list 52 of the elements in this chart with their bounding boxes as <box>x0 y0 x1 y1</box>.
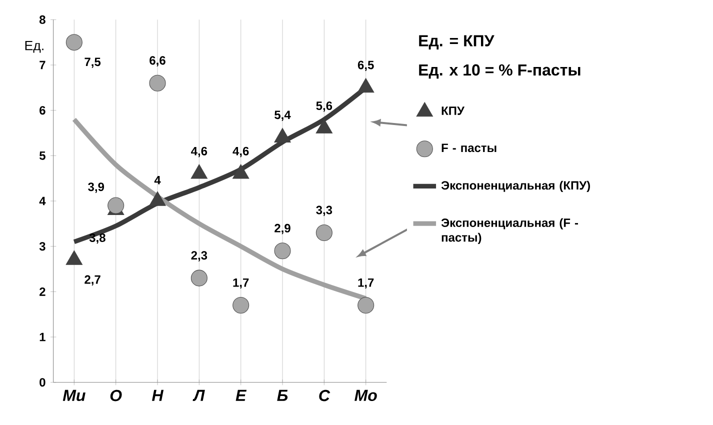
legend-label: Экспоненциальная (F - пасты) <box>441 218 578 244</box>
point <box>232 164 250 179</box>
data-label: 7,5 <box>84 58 101 68</box>
data-label: 2,7 <box>84 275 100 286</box>
x-tick-label: О <box>110 390 122 402</box>
data-label: 2,3 <box>191 251 208 262</box>
x-tick-label: Л <box>192 390 205 402</box>
point <box>316 224 332 241</box>
point <box>358 296 374 314</box>
point <box>357 78 374 93</box>
legend-label: F - пасты <box>442 144 496 152</box>
point <box>316 118 333 134</box>
point <box>108 197 124 214</box>
data-label: 3,9 <box>88 182 104 193</box>
text: Ед. = КПУ <box>419 35 494 50</box>
x-tick-label: С <box>319 390 330 402</box>
x-tick-label: Е <box>236 390 247 401</box>
y-tick-label: 5 <box>39 151 46 160</box>
data-label: 5,6 <box>316 102 332 112</box>
data-label: 4 <box>154 176 161 184</box>
point <box>190 164 208 179</box>
x-tick-label: Н <box>152 390 164 401</box>
point <box>232 296 250 314</box>
point <box>274 128 291 142</box>
data-label: 1,7 <box>233 278 249 289</box>
y-tick-label: 6 <box>40 106 46 115</box>
text: Ед. x 10 = % F-пасты <box>419 64 580 79</box>
data-label: 1,7 <box>358 278 374 289</box>
data-label: 2,9 <box>274 224 290 234</box>
y-tick-label: 1 <box>40 332 46 342</box>
x-tick-label: Ми <box>62 390 86 402</box>
x-tick-label: Б <box>277 390 288 401</box>
y-tick-label: 0 <box>40 378 46 387</box>
y-tick-label: 3 <box>39 242 46 251</box>
y-tick-label: 8 <box>39 15 46 24</box>
legend-label: КПУ <box>442 106 465 115</box>
point <box>274 242 291 260</box>
data-label: 4,6 <box>191 146 208 158</box>
legend-label: Экспоненциальная (КПУ) <box>441 180 590 192</box>
x-tick-label: Мо <box>354 390 377 402</box>
data-label: 6,5 <box>358 60 374 71</box>
data-label: 6,6 <box>150 56 166 66</box>
y-tick-label: 2 <box>40 287 46 296</box>
point <box>149 191 166 206</box>
y-tick-label: 4 <box>39 196 46 206</box>
point <box>190 270 208 286</box>
y-tick-label: 7 <box>40 60 46 70</box>
data-label: 4,6 <box>232 146 249 158</box>
y-axis-title: Ед. <box>25 40 44 53</box>
data-label: 3,8 <box>89 233 106 244</box>
data-label: 3,3 <box>316 206 332 216</box>
data-label: 5,4 <box>274 110 291 121</box>
